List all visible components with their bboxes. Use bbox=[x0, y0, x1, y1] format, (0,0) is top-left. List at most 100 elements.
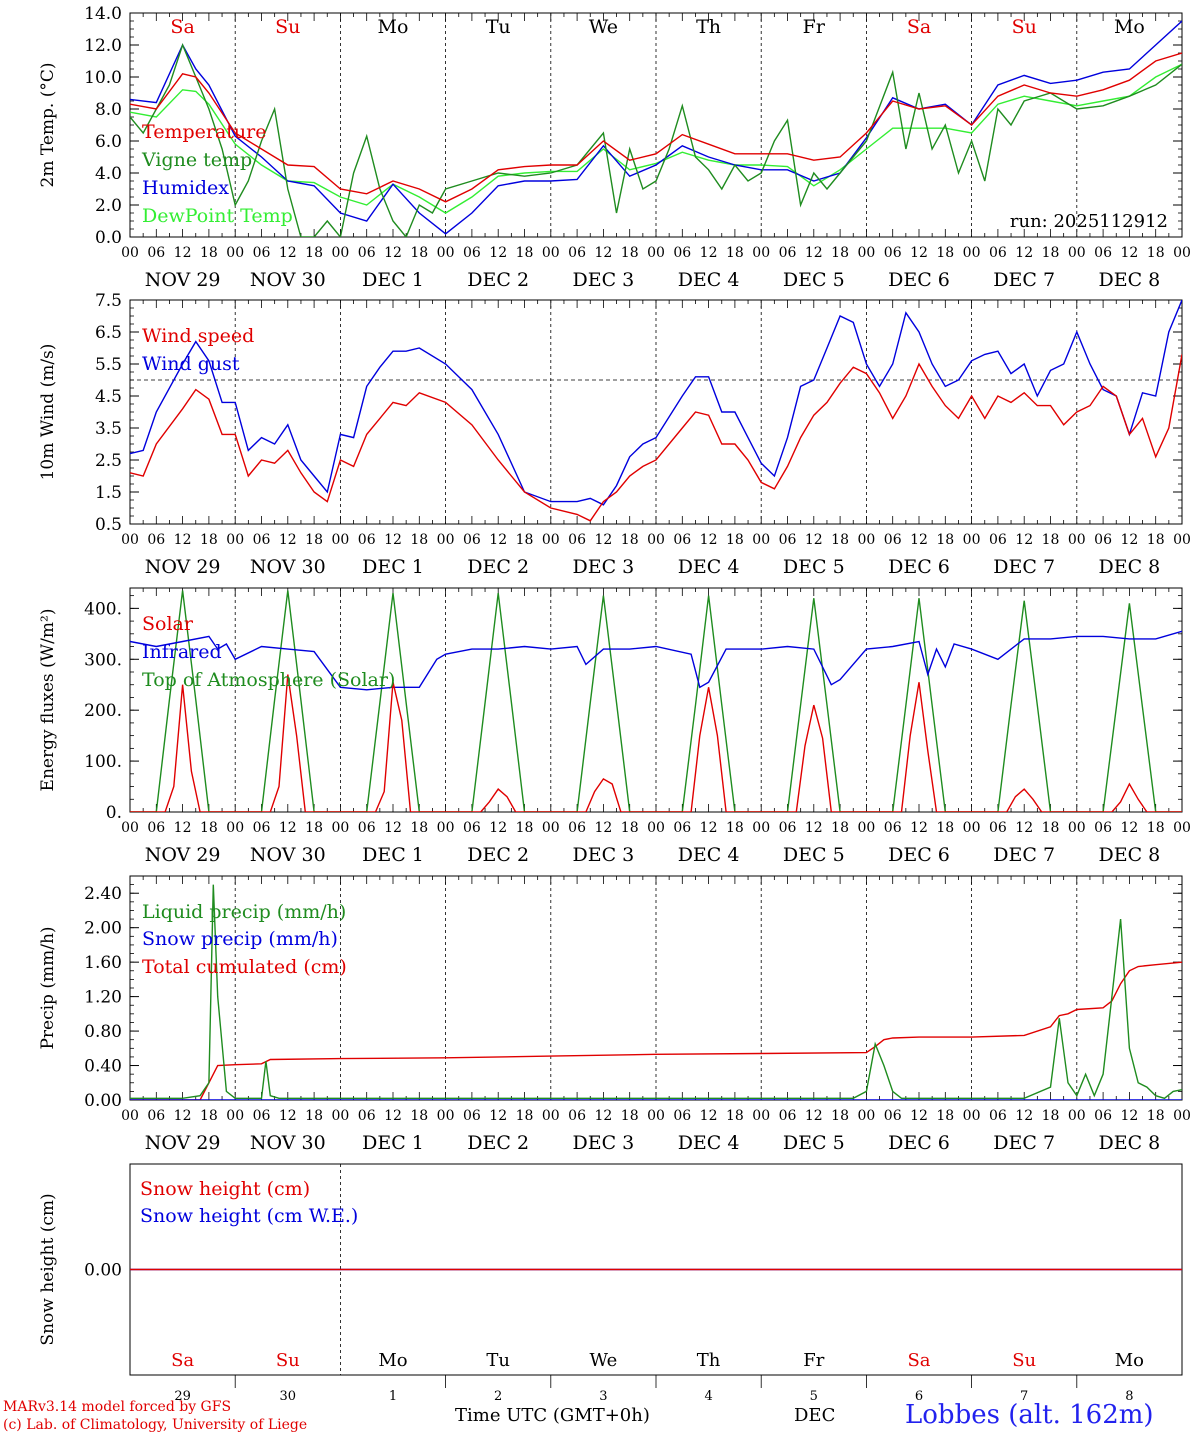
hour-label: 12 bbox=[174, 820, 192, 836]
hour-label: 18 bbox=[305, 532, 323, 548]
series-line-solar bbox=[130, 674, 1182, 812]
hour-label: 18 bbox=[936, 820, 954, 836]
date-label: DEC 1 bbox=[362, 844, 424, 866]
hour-label: 00 bbox=[857, 1108, 875, 1124]
hour-label: 18 bbox=[516, 820, 534, 836]
hour-label: 00 bbox=[437, 532, 455, 548]
day-number: 1 bbox=[389, 1389, 397, 1404]
hour-label: 00 bbox=[542, 820, 560, 836]
panel-frame bbox=[129, 12, 1183, 238]
date-label: DEC 5 bbox=[783, 556, 845, 578]
legend-entry: Wind speed bbox=[142, 325, 254, 347]
hour-label: 06 bbox=[779, 820, 797, 836]
date-label: DEC 7 bbox=[993, 844, 1055, 866]
hour-label: 00 bbox=[226, 1108, 244, 1124]
hour-label: 06 bbox=[358, 820, 376, 836]
y-axis-label: 10m Wind (m/s) bbox=[38, 344, 58, 481]
hour-label: 18 bbox=[516, 532, 534, 548]
y-tick-label: 1.60 bbox=[84, 953, 122, 973]
hour-label: 06 bbox=[1094, 245, 1112, 261]
hour-label: 18 bbox=[726, 532, 744, 548]
day-number: 30 bbox=[280, 1389, 297, 1404]
date-label: NOV 29 bbox=[145, 269, 221, 291]
hour-label: 00 bbox=[647, 820, 665, 836]
y-tick-label: 0.5 bbox=[95, 515, 122, 535]
hour-label: 06 bbox=[989, 1108, 1007, 1124]
y-tick-label: 0. bbox=[106, 803, 122, 823]
hour-label: 18 bbox=[305, 245, 323, 261]
y-tick-label: 10.0 bbox=[84, 68, 122, 88]
hour-label: 18 bbox=[621, 820, 639, 836]
hour-label: 12 bbox=[489, 820, 507, 836]
date-label: DEC 7 bbox=[993, 556, 1055, 578]
hour-label: 18 bbox=[726, 820, 744, 836]
hour-label: 18 bbox=[516, 1108, 534, 1124]
hour-label: 06 bbox=[884, 532, 902, 548]
hour-label: 00 bbox=[226, 820, 244, 836]
hour-label: 18 bbox=[1147, 1108, 1165, 1124]
legend-entry: Infrared bbox=[142, 641, 222, 663]
hour-label: 06 bbox=[147, 1108, 165, 1124]
y-tick-label: 2.00 bbox=[84, 919, 122, 939]
hour-label: 06 bbox=[989, 532, 1007, 548]
hour-label: 00 bbox=[121, 1108, 139, 1124]
hour-label: 12 bbox=[174, 532, 192, 548]
hour-label: 12 bbox=[805, 820, 823, 836]
hour-label: 12 bbox=[910, 1108, 928, 1124]
hour-label: 18 bbox=[621, 532, 639, 548]
hour-label: 06 bbox=[884, 245, 902, 261]
hour-label: 00 bbox=[1173, 245, 1191, 261]
day-number: 2 bbox=[494, 1389, 502, 1404]
hour-label: 06 bbox=[779, 245, 797, 261]
hour-label: 06 bbox=[568, 1108, 586, 1124]
date-label: NOV 29 bbox=[145, 844, 221, 866]
y-tick-label: 2.0 bbox=[95, 196, 122, 216]
y-axis-label: Precip (mm/h) bbox=[38, 926, 58, 1049]
hour-label: 06 bbox=[463, 820, 481, 836]
hour-label: 12 bbox=[700, 245, 718, 261]
hour-label: 06 bbox=[253, 245, 271, 261]
y-axis-label: 2m Temp. (°C) bbox=[38, 62, 58, 187]
hour-label: 00 bbox=[1068, 245, 1086, 261]
hour-label: 00 bbox=[963, 532, 981, 548]
day-name: We bbox=[589, 16, 618, 38]
run-annotation: run: 2025112912 bbox=[1010, 211, 1168, 232]
hour-label: 00 bbox=[752, 820, 770, 836]
legend-entry: Top of Atmosphere (Solar) bbox=[142, 669, 395, 691]
y-tick-label: 400. bbox=[84, 599, 122, 619]
y-tick-label: 1.5 bbox=[95, 483, 122, 503]
hour-label: 12 bbox=[700, 820, 718, 836]
hour-label: 12 bbox=[279, 245, 297, 261]
hour-label: 12 bbox=[1120, 245, 1138, 261]
legend-entry: DewPoint Temp bbox=[142, 205, 293, 227]
hour-label: 06 bbox=[147, 820, 165, 836]
hour-label: 12 bbox=[489, 1108, 507, 1124]
hour-label: 12 bbox=[1120, 532, 1138, 548]
hour-label: 06 bbox=[463, 532, 481, 548]
hour-label: 00 bbox=[121, 245, 139, 261]
hour-label: 06 bbox=[358, 532, 376, 548]
series-group bbox=[130, 590, 1182, 812]
y-tick-label: 4.0 bbox=[95, 164, 122, 184]
legend-entry: Snow precip (mm/h) bbox=[142, 928, 338, 950]
station-label: Lobbes (alt. 162m) bbox=[905, 1400, 1154, 1430]
date-label: DEC 3 bbox=[573, 844, 635, 866]
hour-label: 18 bbox=[305, 820, 323, 836]
hour-label: 06 bbox=[463, 245, 481, 261]
footer-line1: MARv3.14 model forced by GFS bbox=[3, 1399, 232, 1415]
day-number: 4 bbox=[704, 1389, 712, 1404]
hour-label: 06 bbox=[673, 245, 691, 261]
hour-label: 12 bbox=[384, 820, 402, 836]
date-label: DEC 5 bbox=[783, 1132, 845, 1154]
day-number: 7 bbox=[1020, 1389, 1028, 1404]
hour-label: 18 bbox=[936, 245, 954, 261]
hour-label: 18 bbox=[200, 245, 218, 261]
hour-label: 18 bbox=[1147, 820, 1165, 836]
hour-label: 06 bbox=[989, 820, 1007, 836]
y-tick-label: 100. bbox=[84, 752, 122, 772]
hour-label: 12 bbox=[1015, 532, 1033, 548]
y-tick-label: 7.5 bbox=[95, 291, 122, 311]
hour-label: 00 bbox=[857, 532, 875, 548]
hour-label: 18 bbox=[410, 820, 428, 836]
date-label: DEC 2 bbox=[467, 556, 529, 578]
